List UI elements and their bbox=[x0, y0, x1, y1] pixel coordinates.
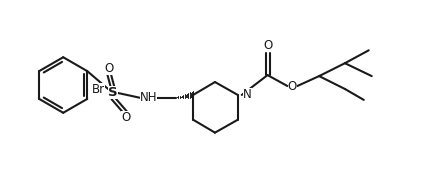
Text: O: O bbox=[263, 39, 272, 52]
Text: O: O bbox=[288, 80, 297, 93]
Text: O: O bbox=[104, 62, 114, 75]
Text: S: S bbox=[108, 86, 117, 100]
Text: Br: Br bbox=[92, 83, 105, 96]
Text: N: N bbox=[243, 88, 251, 101]
Text: O: O bbox=[121, 111, 130, 124]
Text: NH: NH bbox=[140, 91, 157, 104]
